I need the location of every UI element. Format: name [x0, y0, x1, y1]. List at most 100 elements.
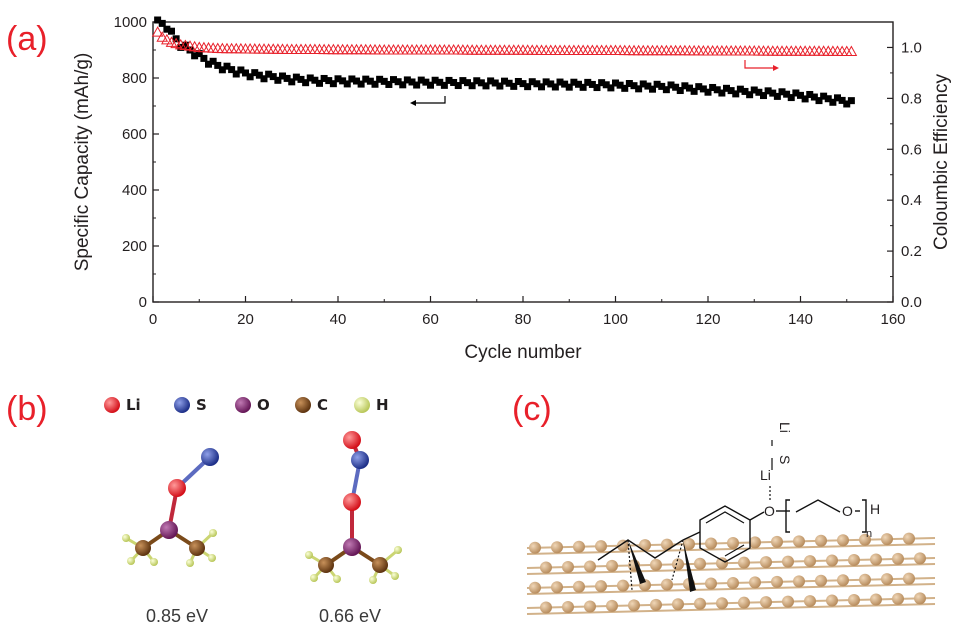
capacity-point [598, 79, 606, 87]
legend-item-o: O [235, 396, 270, 414]
graphene-atom [826, 554, 838, 567]
y-tick-label: 200 [122, 238, 147, 255]
graphene-atom [892, 592, 904, 605]
y-tick-label: 600 [122, 126, 147, 143]
capacity-point [200, 54, 208, 62]
capacity-point [686, 84, 693, 92]
capacity-point [390, 76, 397, 84]
graphene-atom [826, 594, 838, 607]
graphene-atom [859, 573, 871, 586]
capacity-point [394, 78, 402, 86]
y2-tick-label: 0.6 [901, 141, 922, 158]
molecule-1 [122, 448, 219, 567]
graphene-atom [595, 580, 607, 593]
capacity-point [343, 80, 351, 88]
x-tick-label: 0 [149, 311, 157, 328]
capacity-point [681, 82, 689, 90]
graphene-atom [837, 574, 849, 587]
graphene-atom [716, 597, 728, 610]
capacity-point [625, 80, 633, 88]
chem-li: Li [760, 467, 771, 483]
capacity-point [713, 86, 721, 94]
capacity-point [556, 78, 564, 86]
atom-swatch [354, 397, 370, 413]
capacity-point [246, 73, 254, 81]
capacity-point [644, 82, 652, 90]
graphene-atom [771, 535, 783, 548]
capacity-point [297, 75, 305, 83]
y2-tick-label: 0.8 [901, 90, 922, 107]
capacity-point [630, 82, 638, 90]
capacity-point [237, 66, 245, 74]
capacity-point [792, 89, 800, 97]
chem-n: n [866, 528, 872, 540]
y-tick-label: 400 [122, 182, 147, 199]
y2-tick-label: 0.4 [901, 192, 922, 209]
capacity-point [723, 84, 730, 92]
capacity-point [334, 75, 342, 83]
capacity-point [551, 83, 559, 91]
legend-item-s: S [174, 396, 207, 414]
capacity-point [329, 80, 337, 88]
capacity-point [760, 92, 767, 100]
capacity-point [843, 100, 851, 108]
graphene-atom [727, 536, 739, 549]
capacity-point [279, 72, 286, 80]
graphene-atom [606, 599, 618, 612]
capacity-point [283, 74, 291, 82]
capacity-point [482, 82, 490, 90]
capacity-point [362, 75, 370, 83]
chem-o1: O [764, 503, 775, 519]
x-tick-label: 20 [237, 311, 254, 328]
capacity-point [810, 93, 818, 101]
capacity-point [769, 89, 777, 97]
capacity-point [228, 66, 236, 74]
efficiency-point [161, 33, 173, 45]
chem-li-top: Li [777, 422, 793, 433]
capacity-point [672, 83, 680, 91]
capacity-point [561, 80, 569, 88]
capacity-point [353, 77, 360, 85]
capacity-point [440, 81, 448, 89]
capacity-point [477, 79, 485, 87]
capacity-point [505, 79, 513, 87]
graphene-atom [903, 532, 915, 545]
graphene-bond [526, 603, 936, 615]
capacity-point [366, 77, 374, 85]
capacity-point [302, 79, 310, 87]
chem-s: S [777, 455, 793, 464]
capacity-point [690, 87, 698, 95]
efficiency-point [151, 26, 164, 37]
x-axis-title: Cycle number [464, 342, 582, 363]
legend-item-li: Li [104, 396, 141, 414]
capacity-point [232, 70, 240, 78]
capacity-point [255, 71, 263, 79]
capacity-point [528, 78, 536, 86]
capacity-point [468, 82, 476, 90]
capacity-point [510, 82, 518, 90]
capacity-point [357, 80, 365, 88]
graphene-atom [529, 541, 541, 554]
capacity-point [269, 73, 277, 81]
capacity-point [741, 87, 749, 95]
graphene-atom [859, 533, 871, 546]
capacity-point [450, 78, 458, 86]
capacity-point [801, 95, 809, 103]
graphene-atom [804, 595, 816, 608]
capacity-point [274, 76, 282, 84]
capacity-point [408, 78, 416, 86]
capacity-point [783, 90, 791, 98]
capacity-point [385, 80, 393, 88]
graphene-atom [694, 597, 706, 610]
graphene-atom [903, 572, 915, 585]
capacity-point [579, 83, 587, 91]
y2-tick-label: 1.0 [901, 39, 922, 56]
capacity-efficiency-chart: 0 20 40 60 80 100 120 140 160 02004006008001000 … [72, 14, 952, 363]
graphene-atom [595, 540, 607, 553]
capacity-point [653, 80, 661, 88]
y-axis-title: Specific Capacity (mAh/g) [72, 53, 93, 272]
capacity-point [325, 77, 333, 85]
capacity-point [584, 78, 592, 86]
capacity-point [223, 62, 231, 70]
graphene-atom [760, 556, 772, 569]
